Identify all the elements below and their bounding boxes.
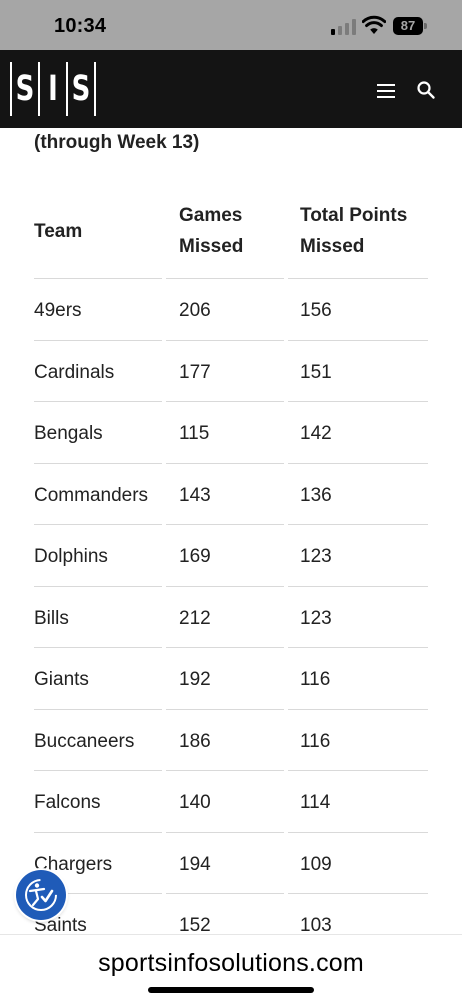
battery-icon: 87 [393, 17, 427, 35]
url-text[interactable]: sportsinfosolutions.com [98, 949, 364, 977]
search-icon[interactable] [416, 80, 436, 100]
browser-url-bar[interactable]: sportsinfosolutions.com [0, 934, 462, 1000]
points-missed-cell: 156 [300, 300, 332, 321]
team-cell: Giants [34, 669, 89, 690]
table-subtitle: (through Week 13) [34, 132, 200, 153]
table-row: Bills 212 123 [34, 585, 428, 648]
games-missed-cell: 140 [179, 792, 211, 813]
accessibility-button[interactable] [16, 870, 66, 920]
injury-table: Team Games Missed Total Points Missed 49… [34, 200, 428, 934]
column-header-games-missed: Games Missed [179, 205, 244, 257]
games-missed-cell: 143 [179, 484, 211, 506]
team-cell: Bills [34, 607, 69, 629]
sis-logo[interactable]: S I S [10, 62, 96, 116]
logo-letter: I [48, 68, 58, 110]
team-cell: Cardinals [34, 361, 115, 383]
home-indicator [148, 987, 314, 993]
team-cell: 49ers [34, 300, 82, 321]
table-row: Saints 152 103 [34, 893, 428, 934]
status-time: 10:34 [54, 15, 107, 37]
team-cell: Saints [34, 915, 87, 934]
status-bar: 10:34 87 [0, 0, 462, 50]
points-missed-cell: 136 [300, 484, 332, 506]
table-row: Falcons 140 114 [34, 770, 428, 832]
table-row: Giants 192 116 [34, 647, 428, 709]
column-header-points-missed: Total Points Missed [300, 205, 408, 257]
games-missed-cell: 152 [179, 915, 211, 934]
games-missed-cell: 177 [179, 361, 211, 383]
hamburger-menu-icon[interactable] [377, 84, 395, 98]
battery-level: 87 [393, 17, 423, 35]
games-missed-cell: 194 [179, 853, 211, 875]
table-header: Team Games Missed Total Points Missed [34, 200, 428, 278]
wifi-icon [362, 15, 386, 34]
points-missed-cell: 151 [300, 361, 332, 383]
cellular-signal-icon [331, 19, 357, 35]
points-missed-cell: 123 [300, 607, 332, 629]
team-cell: Bengals [34, 423, 103, 444]
table-row: Dolphins 169 123 [34, 524, 428, 586]
games-missed-cell: 186 [179, 730, 211, 752]
table-row: 49ers 206 156 [34, 278, 428, 340]
team-cell: Chargers [34, 853, 113, 875]
table-row: Cardinals 177 151 [34, 339, 428, 402]
accessibility-icon [25, 879, 57, 911]
article-content: (through Week 13) Team Games Missed Tota… [0, 128, 462, 934]
points-missed-cell: 142 [300, 423, 332, 444]
table-row: Bengals 115 142 [34, 401, 428, 463]
table-row: Commanders 143 136 [34, 462, 428, 525]
logo-letter: S [71, 68, 91, 110]
team-cell: Commanders [34, 484, 149, 506]
points-missed-cell: 103 [300, 915, 332, 934]
games-missed-cell: 212 [179, 607, 211, 629]
table-row: Chargers 194 109 [34, 831, 428, 894]
logo-letter: S [15, 68, 35, 110]
points-missed-cell: 114 [300, 792, 331, 813]
site-header: S I S [0, 50, 462, 128]
points-missed-cell: 109 [300, 853, 332, 875]
points-missed-cell: 116 [300, 669, 331, 690]
games-missed-cell: 192 [179, 669, 211, 690]
games-missed-cell: 206 [179, 300, 211, 321]
team-cell: Buccaneers [34, 730, 135, 752]
team-cell: Falcons [34, 792, 101, 813]
points-missed-cell: 123 [300, 546, 332, 567]
games-missed-cell: 115 [179, 423, 210, 444]
column-header-team: Team [34, 221, 83, 242]
games-missed-cell: 169 [179, 546, 211, 567]
table-row: Buccaneers 186 116 [34, 708, 428, 771]
points-missed-cell: 116 [300, 730, 331, 752]
team-cell: Dolphins [34, 546, 108, 567]
